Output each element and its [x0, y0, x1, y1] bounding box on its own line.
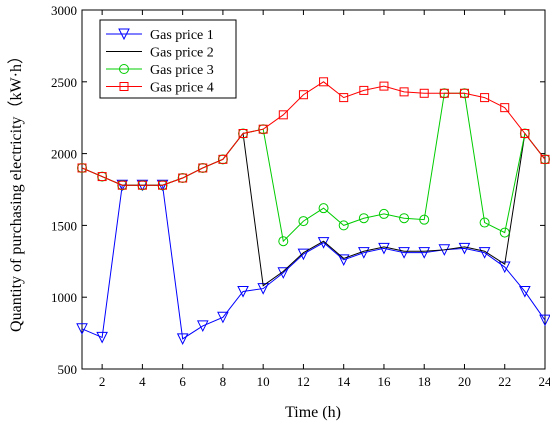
data-point [97, 172, 107, 182]
y-tick-label: 1500 [51, 218, 77, 233]
data-point [337, 254, 350, 266]
y-tick-label: 2000 [51, 147, 77, 162]
legend-label: Gas price 3 [150, 63, 214, 78]
data-point [338, 220, 349, 231]
data-point [258, 124, 268, 134]
data-point [298, 90, 308, 100]
data-point [358, 247, 370, 259]
x-tick-label: 4 [139, 374, 146, 389]
data-point [418, 247, 431, 259]
x-tick-label: 8 [220, 374, 227, 389]
legend-label: Gas price 4 [150, 81, 214, 96]
data-point [379, 81, 389, 91]
x-axis-label: Time (h) [285, 404, 341, 421]
data-point [419, 214, 430, 225]
data-point [96, 331, 108, 344]
legend-entry: Gas price 2 [106, 46, 214, 61]
data-point [176, 333, 189, 345]
y-axis-label: Quantity of purchasing electricity（kW·h） [7, 48, 25, 332]
data-point [117, 180, 127, 190]
data-point [297, 248, 310, 261]
data-point [500, 103, 510, 113]
x-tick-label: 14 [337, 374, 351, 389]
data-point [278, 236, 289, 247]
x-tick-label: 2 [99, 374, 106, 389]
y-tick-label: 3000 [51, 3, 77, 18]
y-tick-label: 2500 [51, 75, 77, 90]
data-point [77, 163, 87, 173]
x-tick-label: 22 [498, 374, 511, 389]
x-tick-label: 20 [458, 374, 471, 389]
data-point [399, 213, 410, 224]
data-point [158, 180, 168, 190]
data-point [519, 285, 531, 298]
series-layer [76, 77, 550, 345]
legend-label: Gas price 2 [150, 46, 214, 61]
data-point [378, 208, 389, 219]
y-tick-label: 1000 [51, 290, 77, 305]
data-point [399, 87, 409, 97]
data-point [480, 93, 490, 103]
data-point [198, 163, 208, 173]
data-point [378, 242, 390, 255]
data-point [278, 110, 288, 120]
legend-marker [118, 28, 130, 41]
data-point [76, 323, 88, 335]
data-point [439, 88, 449, 98]
data-point [499, 227, 510, 238]
data-point [398, 247, 410, 259]
data-point [237, 285, 249, 298]
data-point [539, 314, 550, 327]
x-tick-label: 6 [179, 374, 186, 389]
data-point [196, 320, 209, 333]
data-point [458, 242, 471, 255]
data-point [178, 173, 188, 183]
data-point [339, 93, 349, 103]
data-point [298, 216, 309, 227]
data-point [318, 203, 329, 214]
legend-entry: Gas price 1 [106, 28, 214, 43]
data-point [319, 77, 329, 87]
data-point [419, 88, 429, 98]
legend-marker [119, 82, 129, 91]
legend: Gas price 1 Gas price 2 Gas price 3 Gas pri… [99, 19, 237, 99]
data-point [238, 128, 248, 138]
y-tick-label: 500 [58, 362, 78, 377]
data-point [358, 213, 369, 224]
x-tick-label: 12 [297, 374, 310, 389]
data-point [520, 128, 530, 138]
data-point [459, 88, 469, 98]
y-axis-ticks: 500 1000 1500 2000 2500 3000 [51, 3, 545, 377]
x-tick-label: 18 [418, 374, 431, 389]
data-point [479, 217, 490, 228]
series-gas-price-4 [77, 77, 550, 190]
series-line [81, 81, 546, 186]
x-tick-label: 16 [377, 374, 391, 389]
legend-entry: Gas price 4 [106, 81, 214, 96]
data-point [137, 180, 147, 190]
x-tick-label: 24 [539, 374, 550, 389]
data-point [359, 85, 369, 95]
data-point [540, 154, 550, 164]
legend-box [99, 19, 237, 99]
x-axis-ticks: 2 4 6 8 10 12 14 16 18 20 22 24 [99, 10, 550, 389]
legend-label: Gas price 1 [150, 28, 214, 43]
legend-entry: Gas price 3 [106, 63, 214, 78]
data-point [218, 154, 228, 164]
data-point [217, 311, 229, 324]
x-tick-label: 10 [257, 374, 270, 389]
legend-marker [119, 64, 129, 74]
